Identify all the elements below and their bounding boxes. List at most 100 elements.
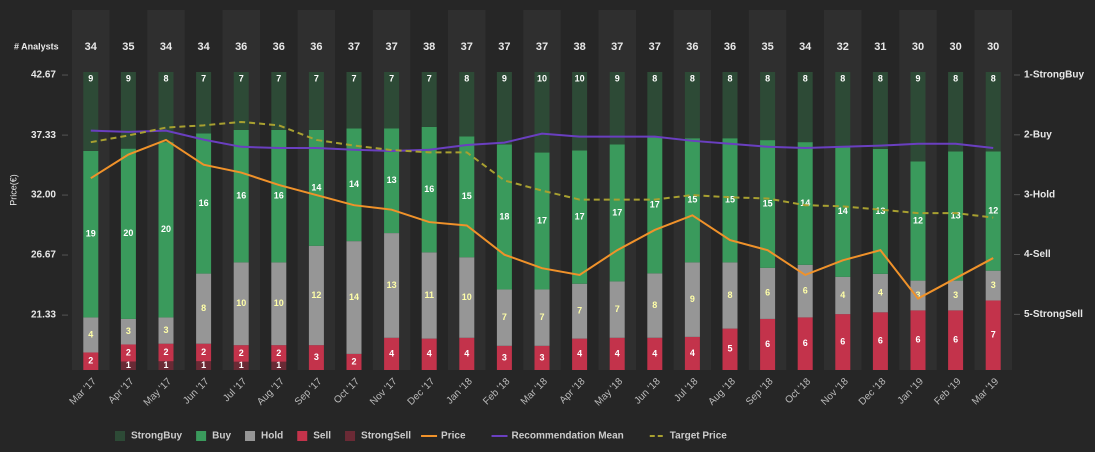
analysts-count: 30 — [912, 41, 924, 53]
bar-segment — [684, 262, 700, 337]
bar-segment — [760, 140, 776, 268]
bar-segment — [797, 72, 813, 143]
bar-segment — [120, 361, 136, 370]
bar-segment — [647, 337, 663, 370]
bar-segment — [985, 151, 1001, 271]
bar-label: 14 — [349, 292, 359, 302]
analysts-count: 36 — [273, 41, 285, 53]
bar-segment — [196, 343, 212, 362]
analysts-count: 36 — [724, 41, 736, 53]
bar-label: 3 — [502, 352, 507, 362]
bar-label: 8 — [690, 73, 695, 83]
bar-label: 13 — [387, 280, 397, 290]
bar-label: 15 — [687, 195, 697, 205]
bar-segment — [797, 317, 813, 370]
analysts-count: 34 — [197, 41, 210, 53]
bar-segment — [421, 252, 437, 339]
bar-label: 15 — [462, 191, 472, 201]
bar-segment — [158, 72, 174, 143]
bar-segment — [120, 148, 136, 319]
analysts-count: 37 — [611, 41, 623, 53]
bar-label: 6 — [765, 339, 770, 349]
bar-segment — [985, 72, 1001, 152]
bar-segment — [722, 138, 738, 263]
analysts-count: 38 — [573, 41, 585, 53]
bar-label: 4 — [840, 290, 845, 300]
bar-segment — [459, 72, 475, 137]
bar-segment — [459, 136, 475, 258]
bar-segment — [835, 314, 851, 370]
bar-label: 4 — [652, 348, 657, 358]
legend-label: StrongBuy — [131, 431, 183, 442]
bar-segment — [346, 128, 362, 242]
bar-label: 8 — [878, 73, 883, 83]
bar-segment — [985, 300, 1001, 370]
bar-label: 4 — [88, 329, 93, 339]
bar-label: 14 — [349, 179, 359, 189]
bar-label: 7 — [991, 330, 996, 340]
analysts-count: 37 — [649, 41, 661, 53]
bar-label: 3 — [991, 280, 996, 290]
bar-label: 8 — [765, 73, 770, 83]
bar-segment — [233, 129, 249, 263]
bar-label: 6 — [915, 335, 920, 345]
bar-label: 2 — [163, 347, 168, 357]
bar-segment — [158, 317, 174, 344]
bar-label: 2 — [239, 348, 244, 358]
bar-segment — [722, 262, 738, 329]
bar-label: 3 — [915, 290, 920, 300]
bar-segment — [684, 336, 700, 370]
bar-label: 9 — [690, 294, 695, 304]
bar-label: 16 — [199, 198, 209, 208]
bar-label: 7 — [314, 73, 319, 83]
bar-label: 8 — [201, 303, 206, 313]
bar-segment — [760, 267, 776, 319]
bar-label: 8 — [991, 73, 996, 83]
bar-segment — [572, 338, 588, 370]
bar-label: 3 — [314, 352, 319, 362]
bar-label: 6 — [840, 336, 845, 346]
bar-label: 7 — [502, 312, 507, 322]
bar-segment — [308, 129, 324, 246]
analysts-count: 30 — [949, 41, 961, 53]
bar-label: 6 — [803, 285, 808, 295]
bar-segment — [308, 72, 324, 130]
bar-label: 8 — [803, 73, 808, 83]
bar-segment — [233, 361, 249, 370]
y2-tick-label: 5-StrongSell — [1024, 309, 1083, 320]
bar-label: 8 — [652, 73, 657, 83]
bar-segment — [948, 72, 964, 152]
bar-segment — [346, 72, 362, 129]
legend-label: StrongSell — [361, 431, 411, 442]
bar-label: 9 — [615, 73, 620, 83]
bar-segment — [872, 273, 888, 313]
bar-segment — [271, 262, 287, 346]
bar-label: 16 — [236, 191, 246, 201]
bar-segment — [647, 273, 663, 338]
bar-label: 6 — [878, 336, 883, 346]
bar-label: 4 — [615, 348, 620, 358]
bar-label: 1 — [163, 360, 168, 370]
analysts-count: 36 — [235, 41, 247, 53]
analysts-label: # Analysts — [14, 41, 59, 51]
analysts-count: 36 — [686, 41, 698, 53]
bar-segment — [609, 72, 625, 145]
bar-label: 7 — [539, 312, 544, 322]
bar-segment — [421, 72, 437, 127]
bar-label: 10 — [462, 292, 472, 302]
bar-label: 1 — [276, 360, 281, 370]
bar-label: 17 — [612, 207, 622, 217]
bar-segment — [797, 142, 813, 265]
bar-label: 19 — [86, 229, 96, 239]
bar-label: 3 — [163, 325, 168, 335]
bar-label: 7 — [201, 73, 206, 83]
analysts-count: 34 — [799, 41, 812, 53]
bar-segment — [534, 152, 550, 290]
bar-label: 9 — [126, 73, 131, 83]
bar-segment — [910, 72, 926, 162]
bar-segment — [196, 72, 212, 134]
bar-segment — [572, 72, 588, 151]
bar-label: 18 — [499, 211, 509, 221]
bar-label: 4 — [577, 349, 582, 359]
